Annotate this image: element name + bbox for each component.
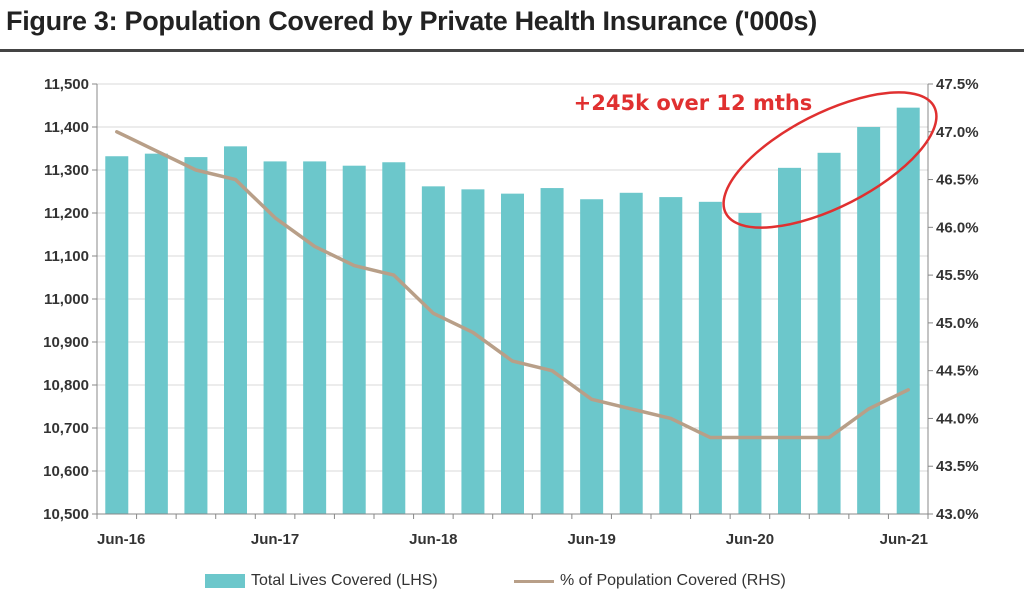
chart-title: Figure 3: Population Covered by Private …	[6, 6, 817, 36]
title-divider	[0, 49, 1024, 52]
bar	[461, 189, 485, 514]
y-left-tick-label: 10,800	[43, 377, 89, 394]
legend-item-bars: Total Lives Covered (LHS)	[205, 572, 438, 590]
legend-swatch-line	[514, 579, 554, 583]
y-left-tick-label: 11,300	[44, 162, 89, 179]
y-left-tick-label: 11,400	[44, 119, 89, 136]
y-left-tick-label: 11,100	[44, 248, 89, 265]
x-tick-label: Jun-16	[97, 531, 145, 548]
chart-legend: Total Lives Covered (LHS) % of Populatio…	[0, 572, 1024, 596]
legend-item-line: % of Population Covered (RHS)	[514, 572, 786, 590]
y-right-tick-label: 43.5%	[936, 458, 979, 475]
annotation-ellipse	[722, 91, 938, 229]
y-right-tick-label: 45.0%	[936, 315, 979, 332]
bar	[144, 153, 168, 514]
bar	[619, 192, 643, 515]
bar	[501, 193, 524, 514]
legend-label-bars: Total Lives Covered (LHS)	[251, 572, 438, 589]
y-left-tick-label: 11,200	[44, 205, 89, 222]
x-tick-label: Jun-19	[567, 531, 615, 548]
bar	[342, 165, 366, 514]
x-tick-label: Jun-20	[726, 531, 774, 548]
y-right-tick-label: 47.5%	[936, 76, 979, 93]
x-tick-label: Jun-17	[251, 531, 299, 548]
x-tick-label: Jun-21	[880, 531, 928, 548]
legend-swatch-bars	[205, 574, 245, 588]
chart-canvas: 10,500 10,600 10,700 10,800 10,900 11,000 11,1…	[43, 76, 979, 548]
bar	[817, 152, 841, 515]
y-right-tick-label: 45.5%	[936, 267, 979, 284]
y-right-tick-label: 46.0%	[936, 219, 979, 236]
y-left-tick-label: 11,500	[44, 76, 89, 93]
bar	[698, 201, 722, 514]
legend-label-line: % of Population Covered (RHS)	[560, 572, 786, 589]
bar	[738, 213, 762, 514]
y-right-tick-label: 47.0%	[936, 124, 979, 141]
bar	[778, 167, 801, 514]
y-right-tick-label: 46.5%	[936, 172, 979, 189]
bar	[421, 186, 445, 514]
bar	[540, 188, 564, 514]
y-left-tick-label: 10,900	[43, 334, 89, 351]
bar	[896, 107, 920, 515]
y-right-tick-label: 44.0%	[936, 410, 979, 427]
y-right-tick-label: 44.5%	[936, 363, 979, 380]
y-left-tick-label: 10,700	[43, 420, 89, 437]
y-left-tick-label: 10,500	[43, 506, 89, 523]
bar	[382, 162, 406, 514]
bar	[105, 156, 129, 515]
y-left-tick-label: 11,000	[44, 291, 89, 308]
bar	[184, 157, 208, 514]
series-line	[115, 130, 910, 440]
bar	[263, 161, 287, 514]
y-right-tick-label: 43.0%	[936, 506, 979, 523]
y-left-tick-label: 10,600	[43, 463, 89, 480]
annotation-text: +245k over 12 mths	[574, 91, 813, 115]
bar	[224, 146, 247, 514]
bar	[303, 161, 327, 514]
x-tick-label: Jun-18	[409, 531, 457, 548]
bar	[659, 197, 683, 514]
bar	[580, 199, 604, 515]
bar	[857, 127, 881, 514]
